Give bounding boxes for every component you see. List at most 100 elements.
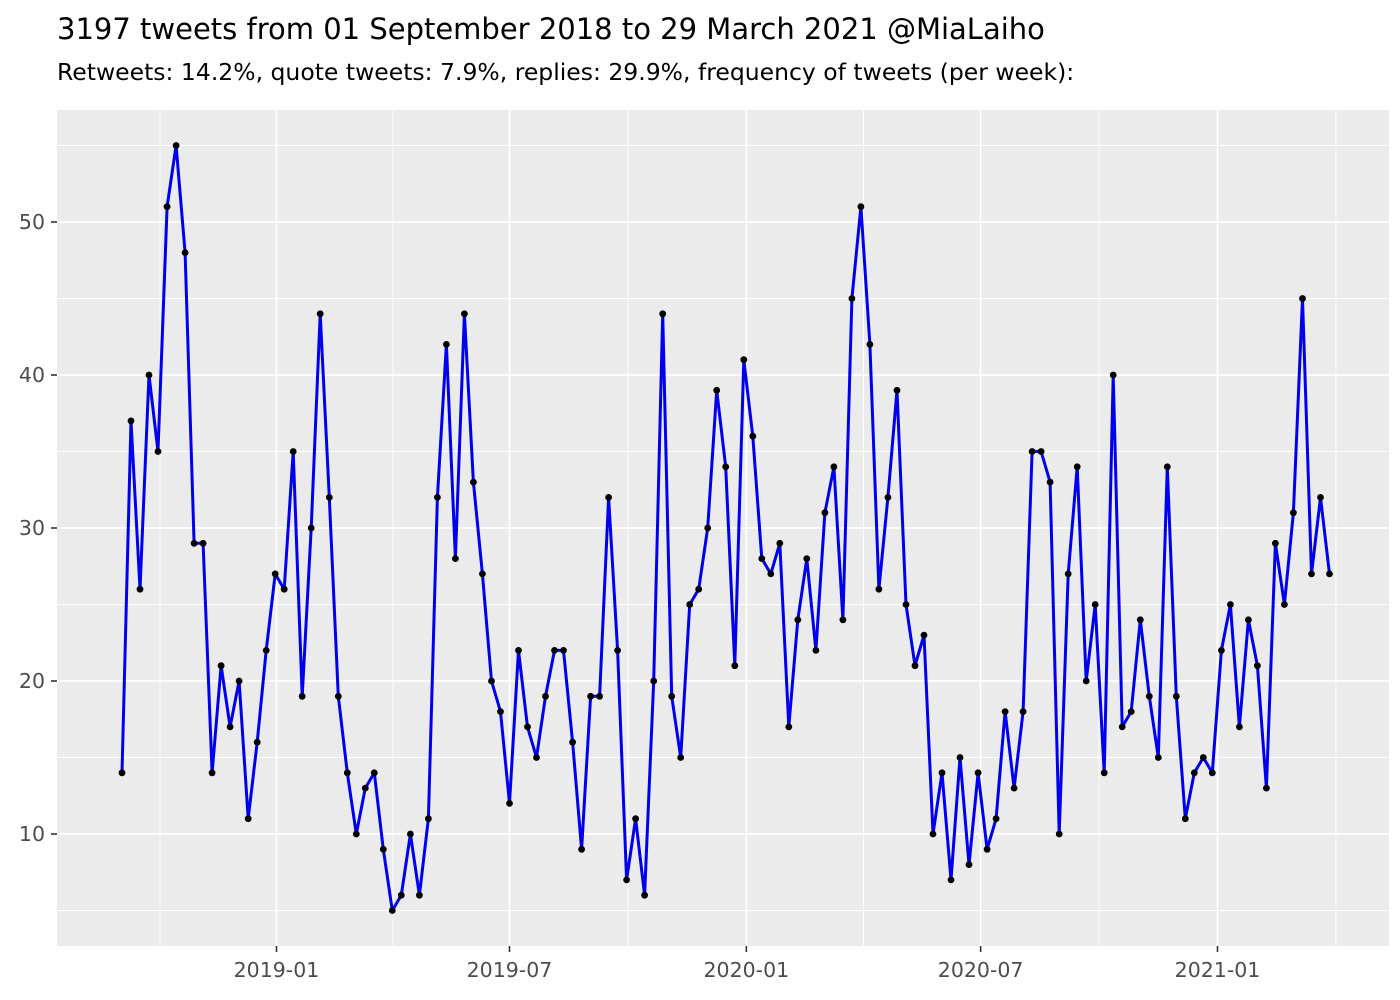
data-point: [1001, 708, 1009, 715]
data-point: [1019, 708, 1027, 715]
x-tick-label: 2019-01: [234, 958, 320, 982]
data-point: [902, 601, 910, 608]
data-point: [749, 432, 757, 440]
data-point: [361, 784, 369, 792]
data-point: [659, 310, 667, 318]
data-point: [181, 249, 189, 256]
data-point: [1091, 601, 1099, 608]
x-tick-label: 2021-01: [1175, 958, 1261, 982]
data-point: [956, 754, 964, 761]
data-point: [839, 616, 847, 624]
data-point: [632, 815, 639, 823]
y-tick-label: 40: [19, 363, 45, 387]
data-point: [452, 555, 459, 562]
data-point: [551, 647, 558, 654]
data-point: [740, 356, 748, 364]
data-point: [965, 861, 973, 868]
data-point: [758, 555, 766, 562]
data-point: [1245, 616, 1252, 624]
y-tick-label: 50: [19, 210, 45, 234]
data-point: [533, 754, 540, 761]
data-point: [641, 891, 648, 899]
data-point: [136, 585, 144, 593]
data-point: [821, 509, 829, 517]
data-point: [307, 524, 315, 532]
data-point: [343, 769, 351, 777]
data-point: [1100, 769, 1108, 777]
data-point: [569, 738, 576, 746]
data-point: [154, 448, 162, 455]
data-point: [325, 494, 333, 501]
data-point: [379, 845, 387, 853]
data-point: [1172, 692, 1180, 700]
data-point: [334, 692, 342, 700]
y-tick-label: 10: [19, 822, 45, 846]
data-point: [145, 371, 153, 379]
data-point: [884, 494, 892, 501]
data-point: [434, 494, 441, 501]
data-point: [515, 647, 522, 654]
data-point: [1218, 647, 1225, 654]
data-point: [524, 723, 531, 731]
data-point: [199, 539, 207, 547]
data-point: [785, 723, 793, 731]
data-point: [686, 601, 694, 608]
data-point: [542, 692, 549, 700]
data-point: [848, 295, 856, 302]
data-point: [271, 570, 279, 578]
data-point: [929, 830, 937, 838]
data-point: [1010, 784, 1018, 792]
data-point: [1299, 295, 1306, 302]
data-point: [776, 539, 784, 547]
data-point: [488, 677, 495, 685]
data-point: [443, 341, 450, 348]
data-point: [190, 539, 198, 547]
data-point: [911, 662, 919, 670]
data-point: [1127, 708, 1135, 715]
data-point: [416, 891, 423, 899]
data-point: [1254, 662, 1261, 670]
data-point: [677, 754, 685, 761]
data-point: [1082, 677, 1090, 685]
data-point: [578, 845, 585, 853]
x-tick-label: 2019-07: [467, 958, 553, 982]
data-point: [767, 570, 775, 578]
data-point: [1055, 830, 1063, 838]
y-tick-label: 20: [19, 669, 45, 693]
data-point: [244, 815, 252, 823]
data-point: [1190, 769, 1198, 777]
data-point: [731, 662, 739, 670]
data-point: [127, 417, 135, 425]
data-point: [497, 708, 504, 715]
data-point: [947, 876, 955, 884]
data-point: [587, 692, 594, 700]
data-point: [893, 386, 901, 394]
data-point: [1208, 769, 1216, 777]
data-point: [370, 769, 378, 777]
data-point: [1136, 616, 1144, 624]
data-point: [668, 692, 676, 700]
data-point: [226, 723, 234, 731]
data-point: [208, 769, 216, 777]
data-point: [262, 647, 270, 654]
data-point: [623, 876, 630, 884]
data-point: [1145, 692, 1153, 700]
data-point: [857, 203, 865, 211]
data-point: [1118, 723, 1126, 731]
data-point: [722, 463, 730, 471]
data-point: [596, 692, 603, 700]
y-tick-label: 30: [19, 516, 45, 540]
data-point: [1028, 448, 1036, 455]
chart-subtitle: Retweets: 14.2%, quote tweets: 7.9%, rep…: [57, 58, 1075, 86]
data-point: [1181, 815, 1189, 823]
data-point: [289, 448, 297, 455]
data-point: [875, 585, 883, 593]
data-point: [163, 203, 171, 211]
data-point: [605, 494, 612, 501]
data-point: [1263, 784, 1270, 792]
data-point: [1326, 570, 1333, 578]
data-point: [704, 524, 712, 532]
data-point: [812, 647, 820, 654]
